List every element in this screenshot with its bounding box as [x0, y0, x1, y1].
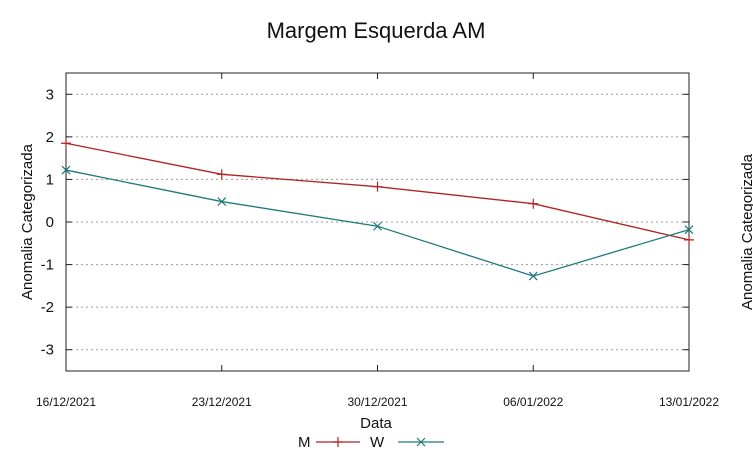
x-tick-label: 23/12/2021 — [192, 395, 252, 409]
y-tick-label: -1 — [41, 257, 54, 274]
y-tick-label: -3 — [41, 342, 54, 359]
secondary-y-axis-label: Anomalia Categorizada — [739, 153, 753, 310]
x-tick-label: 06/01/2022 — [503, 395, 563, 409]
y-tick-label: 1 — [46, 171, 54, 188]
y-tick-label: 0 — [46, 214, 54, 231]
legend-label-w: W — [370, 434, 385, 451]
y-axis-label: Anomalia Categorizada — [19, 143, 36, 300]
legend-marker-w — [416, 437, 426, 447]
x-tick-label: 13/01/2022 — [659, 395, 719, 409]
data-point-m — [372, 181, 383, 192]
data-point-w — [528, 271, 538, 281]
data-point-w — [684, 225, 694, 235]
data-point-m — [528, 198, 539, 209]
legend-marker-m — [333, 437, 343, 447]
data-point-m — [61, 138, 71, 149]
x-tick-label: 16/12/2021 — [36, 395, 96, 409]
data-point-w — [373, 221, 382, 231]
y-tick-label: -2 — [41, 299, 54, 316]
x-axis-label: Data — [360, 415, 392, 432]
data-point-m — [216, 169, 227, 180]
data-point-w — [61, 165, 71, 175]
legend-label-m: M — [298, 434, 311, 451]
y-tick-label: 3 — [46, 86, 54, 103]
y-tick-label: 2 — [46, 129, 54, 146]
x-tick-label: 30/12/2021 — [347, 395, 407, 409]
chart-title: Margem Esquerda AM — [267, 18, 486, 43]
data-point-w — [217, 197, 227, 206]
data-point-m — [684, 234, 694, 245]
